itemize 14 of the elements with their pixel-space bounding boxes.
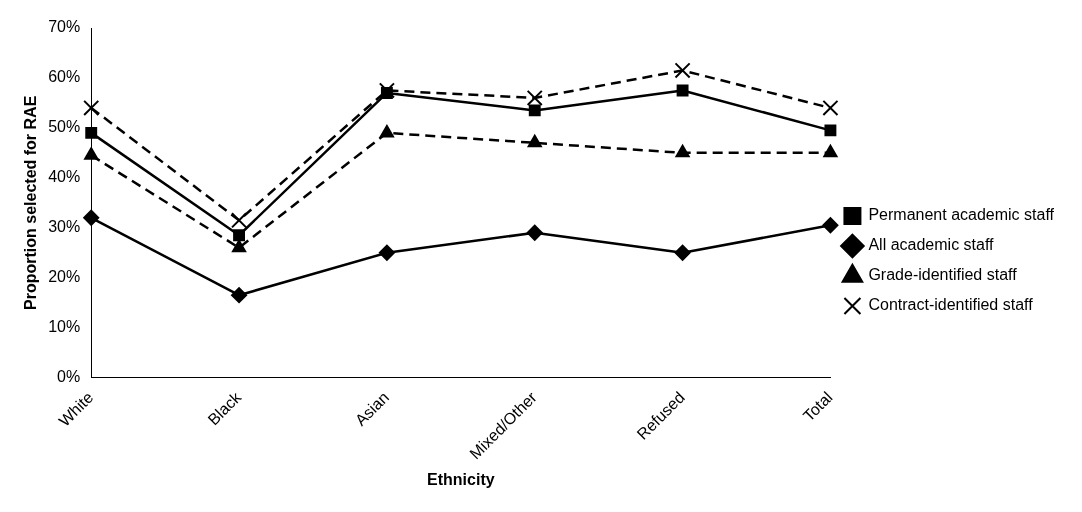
- legend-label: Contract-identified staff: [868, 296, 1034, 314]
- y-tick-label: 70%: [48, 18, 81, 36]
- y-axis-title: Proportion selected for RAE: [22, 95, 40, 310]
- y-tick-label: 40%: [48, 168, 81, 186]
- y-tick-label: 60%: [48, 68, 81, 86]
- legend-label: Permanent academic staff: [868, 206, 1055, 224]
- legend-label: Grade-identified staff: [868, 266, 1018, 284]
- y-tick-label: 10%: [48, 318, 81, 336]
- y-tick-label: 0%: [57, 368, 81, 386]
- y-tick-label: 30%: [48, 218, 81, 236]
- legend-label: All academic staff: [868, 236, 995, 254]
- x-axis-title: Ethnicity: [427, 470, 495, 488]
- y-tick-label: 50%: [48, 118, 81, 136]
- y-tick-label: 20%: [48, 268, 81, 286]
